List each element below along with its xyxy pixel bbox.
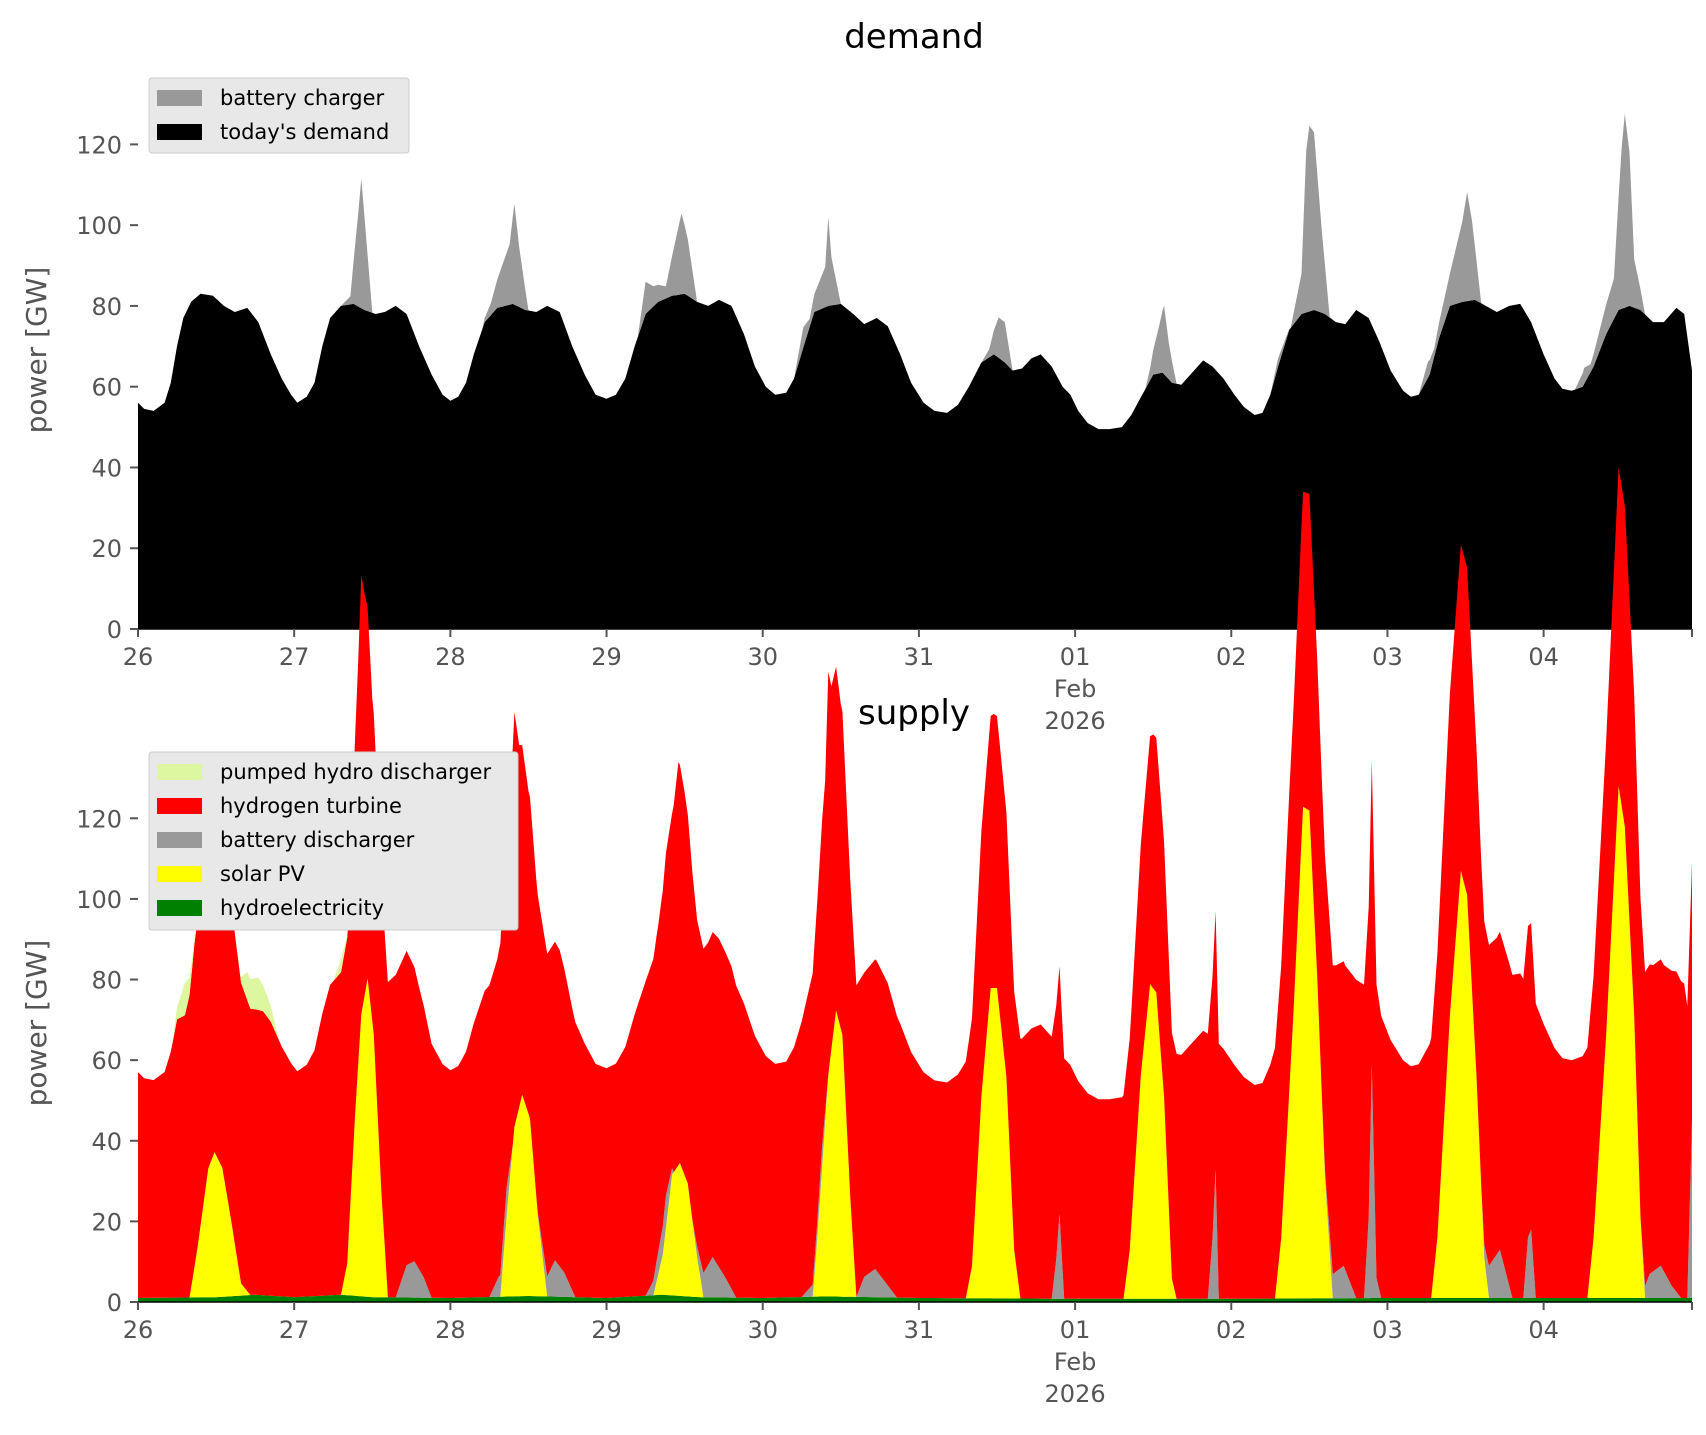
x-tick-label: 28 <box>435 1316 466 1344</box>
demand-legend: battery charger today's demand <box>148 77 410 154</box>
y-tick-label: 20 <box>91 1208 122 1236</box>
y-tick-label: 80 <box>91 967 122 995</box>
y-tick-label: 40 <box>91 454 122 482</box>
legend-swatch-hydroelectricity <box>157 900 202 916</box>
x-tick-year-label: 2026 <box>1045 707 1106 735</box>
x-tick-label: 31 <box>904 643 935 671</box>
legend-label-hydrogen-turbine: hydrogen turbine <box>220 794 402 818</box>
supply-areas <box>138 467 1692 1302</box>
x-tick-label: 29 <box>591 643 622 671</box>
x-tick-label: 01 <box>1060 643 1091 671</box>
x-tick-year-label: 2026 <box>1045 1380 1106 1408</box>
legend-box <box>148 77 410 154</box>
supply-axes: 0 20 40 60 80 100 120 26 27 28 29 30 31 01 Feb 2026 02 03… <box>76 805 1693 1408</box>
x-tick-label: 01 <box>1060 1316 1091 1344</box>
legend-label-today-s-demand: today's demand <box>220 120 389 144</box>
area-solar-pv <box>138 786 1692 1299</box>
legend-swatch-hydrogen-turbine <box>157 798 202 814</box>
area-hydroelectricity <box>138 1294 1692 1302</box>
y-tick-label: 20 <box>91 535 122 563</box>
x-tick-label: 30 <box>747 643 778 671</box>
y-tick-label: 40 <box>91 1128 122 1156</box>
supply-title: supply <box>858 693 970 733</box>
x-tick-month-label: Feb <box>1054 675 1097 703</box>
legend-label-battery-charger: battery charger <box>220 86 385 110</box>
legend-swatch-today-s-demand <box>157 124 202 140</box>
y-tick-label: 100 <box>76 886 122 914</box>
y-tick-label: 120 <box>76 131 122 159</box>
demand-areas <box>138 113 1692 629</box>
supply-ylabel: power [GW] <box>20 940 53 1107</box>
area-hydrogen-turbine <box>138 467 1692 1299</box>
y-tick-label: 80 <box>91 293 122 321</box>
x-tick-label: 29 <box>591 1316 622 1344</box>
legend-swatch-pumped-hydro-discharger <box>157 764 202 780</box>
x-tick-label: 02 <box>1216 643 1247 671</box>
legend-label-solar-pv: solar PV <box>220 862 305 886</box>
x-tick-month-label: Feb <box>1054 1348 1097 1376</box>
y-tick-label: 120 <box>76 805 122 833</box>
x-tick-label: 04 <box>1528 1316 1559 1344</box>
legend-label-hydroelectricity: hydroelectricity <box>220 896 384 920</box>
x-tick-label: 27 <box>279 643 310 671</box>
demand-title: demand <box>844 17 984 57</box>
y-tick-label: 60 <box>91 1047 122 1075</box>
x-tick-label: 30 <box>747 1316 778 1344</box>
supply-legend: pumped hydro discharger hydrogen turbine b… <box>148 751 519 931</box>
x-tick-label: 02 <box>1216 1316 1247 1344</box>
legend-swatch-solar-pv <box>157 866 202 882</box>
x-tick-label: 26 <box>123 1316 154 1344</box>
legend-swatch-battery-charger <box>157 90 202 106</box>
legend-label-pumped-hydro-discharger: pumped hydro discharger <box>220 760 491 784</box>
y-tick-label: 60 <box>91 374 122 402</box>
x-tick-label: 03 <box>1372 1316 1403 1344</box>
legend-swatch-battery-discharger <box>157 832 202 848</box>
x-tick-label: 31 <box>904 1316 935 1344</box>
y-tick-label: 100 <box>76 212 122 240</box>
x-tick-label: 27 <box>279 1316 310 1344</box>
legend-box <box>148 751 519 931</box>
demand-axes: 0 20 40 60 80 100 120 26 27 28 29 30 31 01 Feb 2026 02 03… <box>76 131 1693 735</box>
x-tick-label: 04 <box>1528 643 1559 671</box>
x-tick-label: 26 <box>123 643 154 671</box>
y-tick-label: 0 <box>107 1289 122 1317</box>
legend-label-battery-discharger: battery discharger <box>220 828 415 852</box>
demand-ylabel: power [GW] <box>20 267 53 434</box>
x-tick-label: 03 <box>1372 643 1403 671</box>
x-tick-label: 28 <box>435 643 466 671</box>
y-tick-label: 0 <box>107 616 122 644</box>
